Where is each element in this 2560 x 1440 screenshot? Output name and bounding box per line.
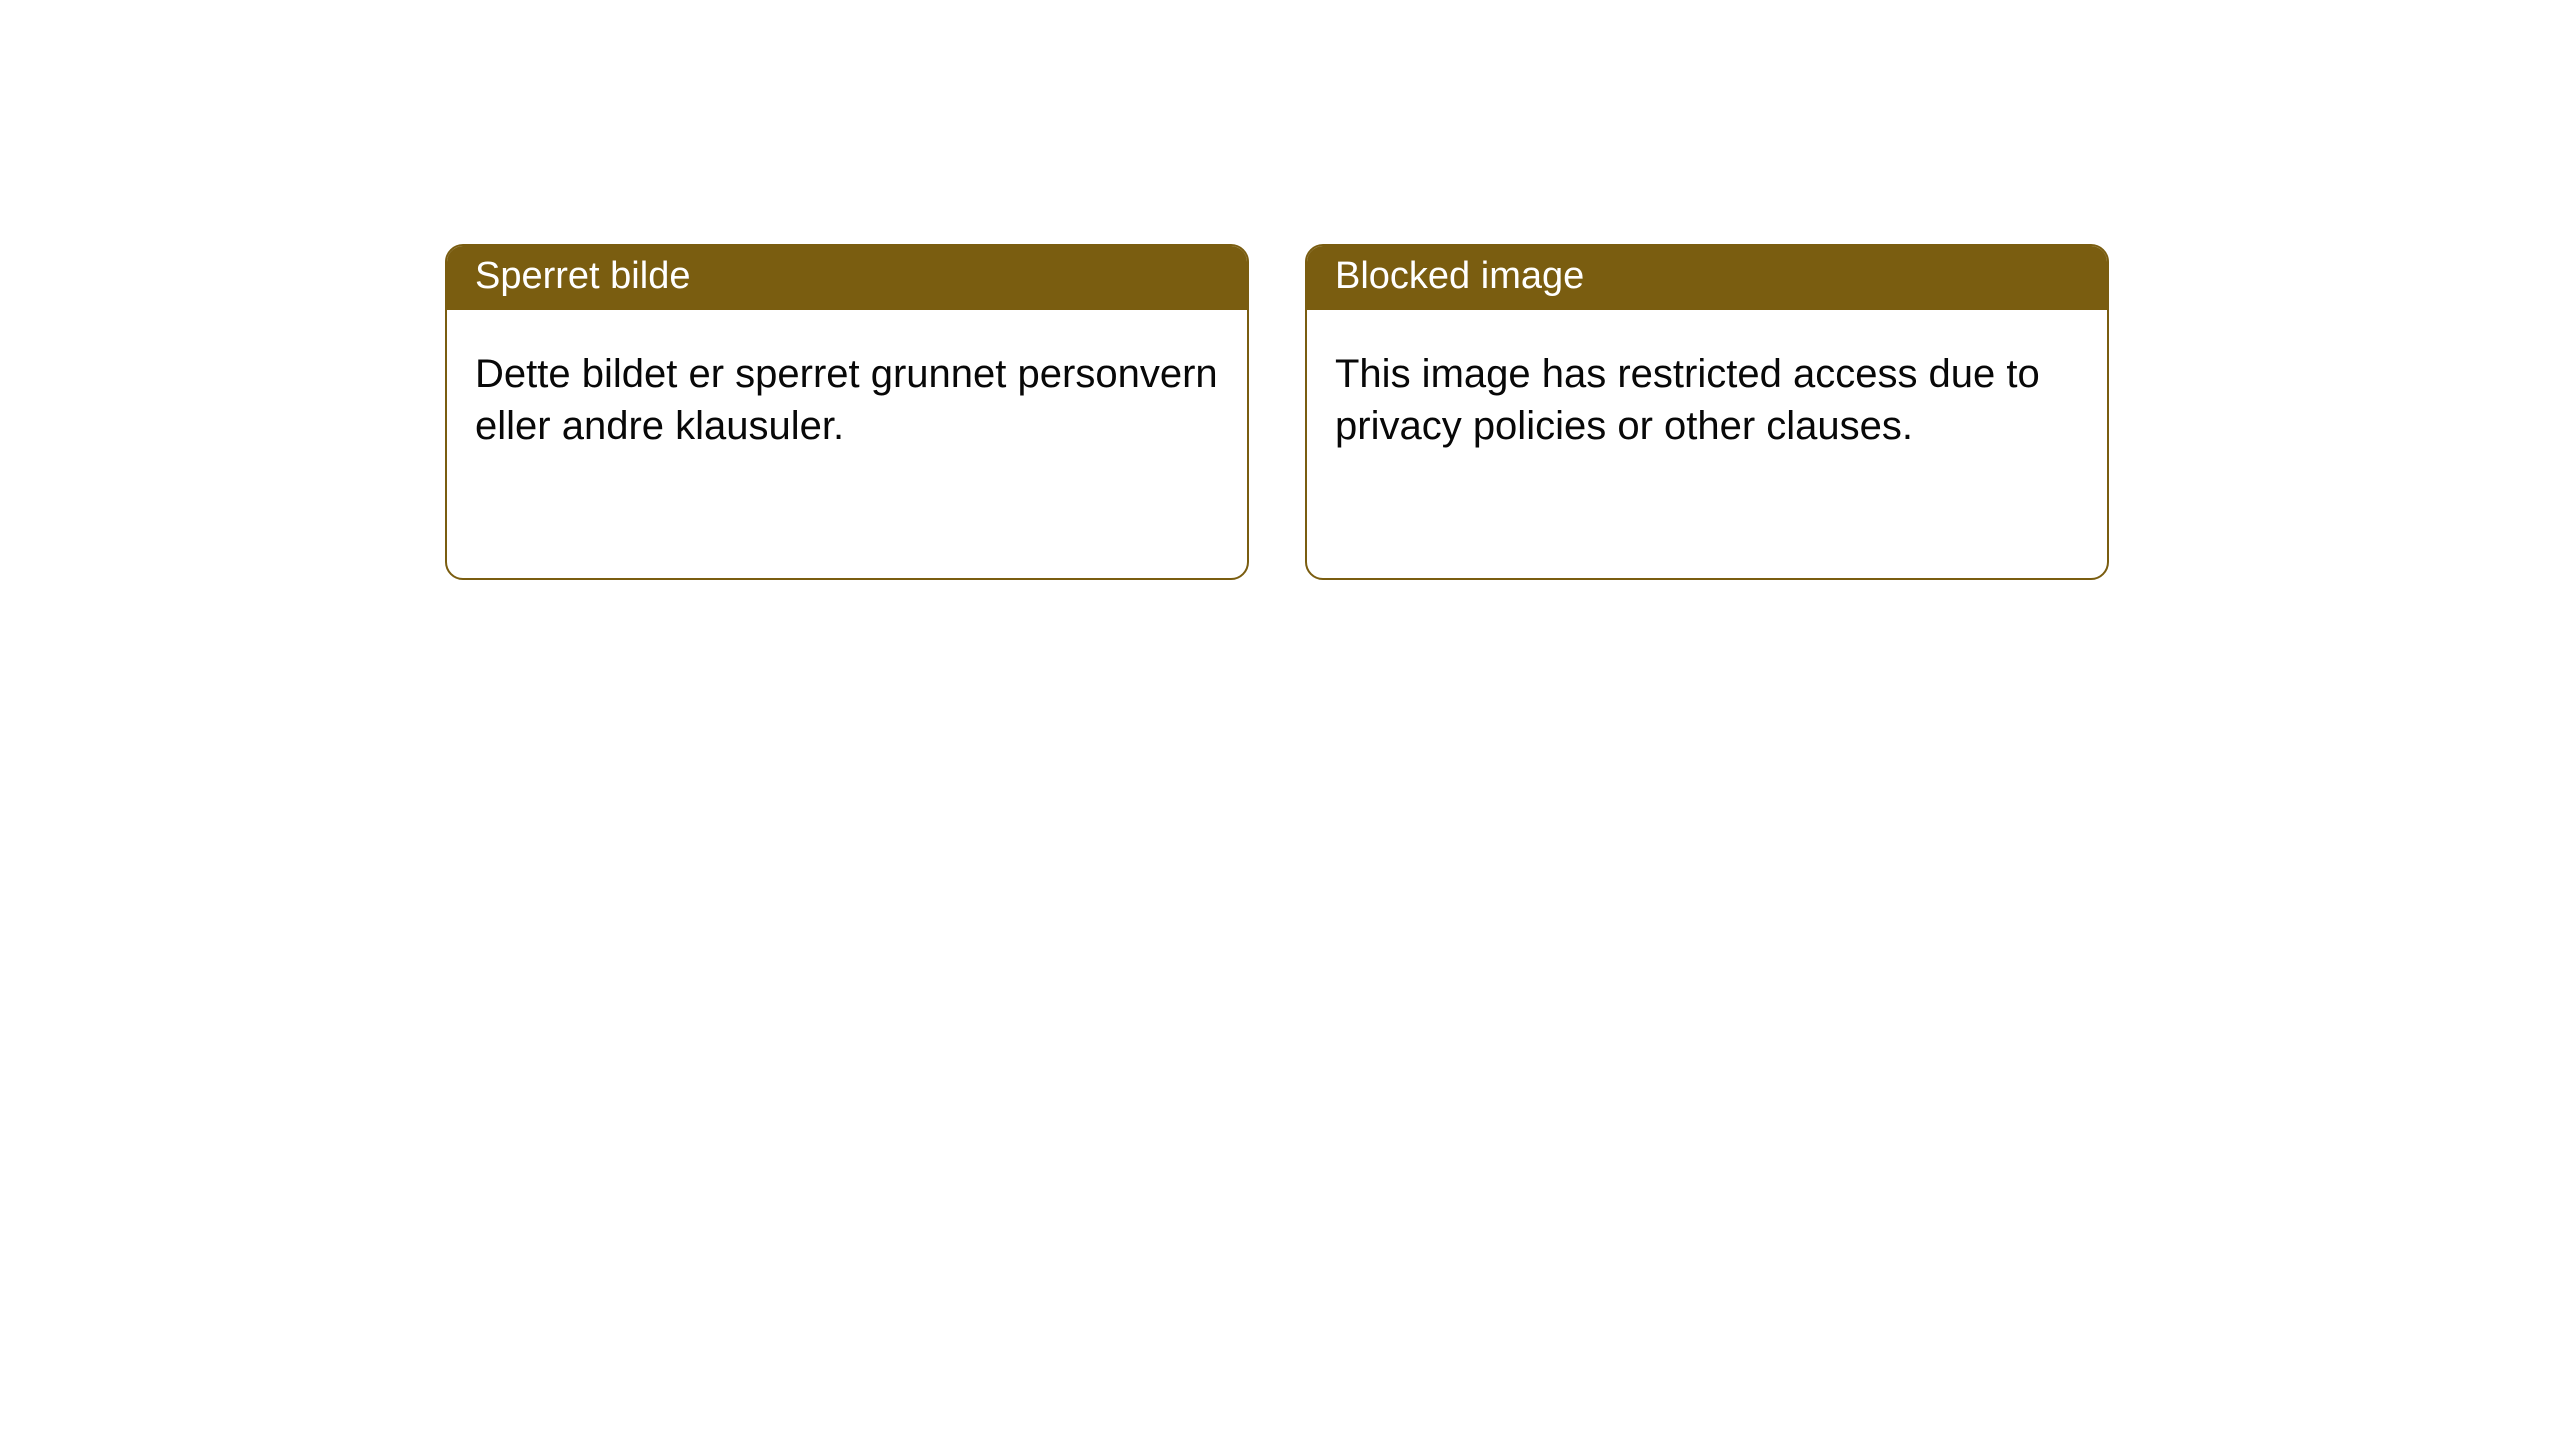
notice-header-en: Blocked image (1307, 246, 2107, 310)
notice-header-no: Sperret bilde (447, 246, 1247, 310)
notice-body-en: This image has restricted access due to … (1307, 310, 2107, 492)
notice-box-no: Sperret bilde Dette bildet er sperret gr… (445, 244, 1249, 580)
notice-box-en: Blocked image This image has restricted … (1305, 244, 2109, 580)
notice-body-no: Dette bildet er sperret grunnet personve… (447, 310, 1247, 492)
notice-container: Sperret bilde Dette bildet er sperret gr… (0, 0, 2560, 580)
